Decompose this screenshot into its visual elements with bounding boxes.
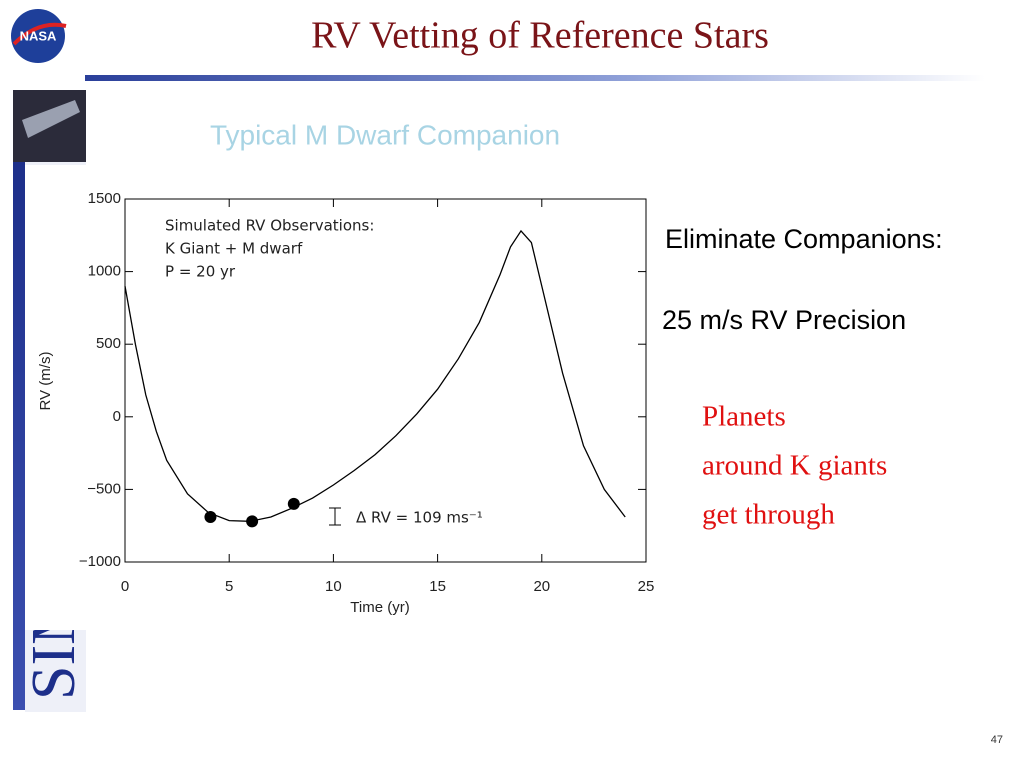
chart-panel [25, 165, 661, 630]
title-rule [85, 75, 985, 81]
highlight: around K giants [702, 450, 887, 482]
subtitle: Typical M Dwarf Companion [210, 119, 560, 150]
y-tick-label: 1500 [88, 190, 121, 207]
y-tick-label: −1000 [79, 553, 121, 570]
highlight: Planets [702, 401, 786, 433]
observation [246, 515, 259, 528]
observation [204, 510, 217, 523]
annotation: Δ RV = 109 ms⁻¹ [356, 509, 483, 527]
x-tick-label: 15 [429, 578, 446, 595]
title: RV Vetting of Reference Stars [311, 15, 769, 57]
x-tick-label: 0 [121, 578, 129, 595]
nasa-logo [11, 9, 65, 63]
bullet: 25 m/s RV Precision [662, 305, 906, 335]
page-number: 47 [991, 734, 1003, 746]
observation [287, 497, 300, 510]
annotation: K Giant + M dwarf [165, 240, 303, 258]
y-tick-label: 1000 [88, 263, 121, 280]
y-axis-label: RV (m/s) [37, 352, 54, 411]
logo-text: NASA [20, 28, 57, 43]
x-tick-label: 10 [325, 578, 342, 595]
x-tick-label: 20 [533, 578, 550, 595]
logo-swoosh [12, 22, 67, 46]
x-axis-label: Time (yr) [350, 599, 409, 616]
y-tick-label: −500 [87, 480, 121, 497]
y-tick-label: 0 [113, 408, 121, 425]
bullet: Eliminate Companions: [665, 224, 943, 254]
plot-frame [124, 198, 647, 563]
highlight: get through [702, 499, 835, 531]
error-bar-icon [329, 507, 341, 526]
spacecraft [22, 100, 80, 138]
y-tick-label: 500 [96, 335, 121, 352]
annotation: P = 20 yr [165, 263, 236, 281]
annotation: Simulated RV Observations: [165, 217, 374, 235]
x-tick-label: 5 [225, 578, 233, 595]
rv-curve [124, 229, 626, 522]
x-tick-label: 25 [638, 578, 655, 595]
side-bar [13, 162, 25, 710]
